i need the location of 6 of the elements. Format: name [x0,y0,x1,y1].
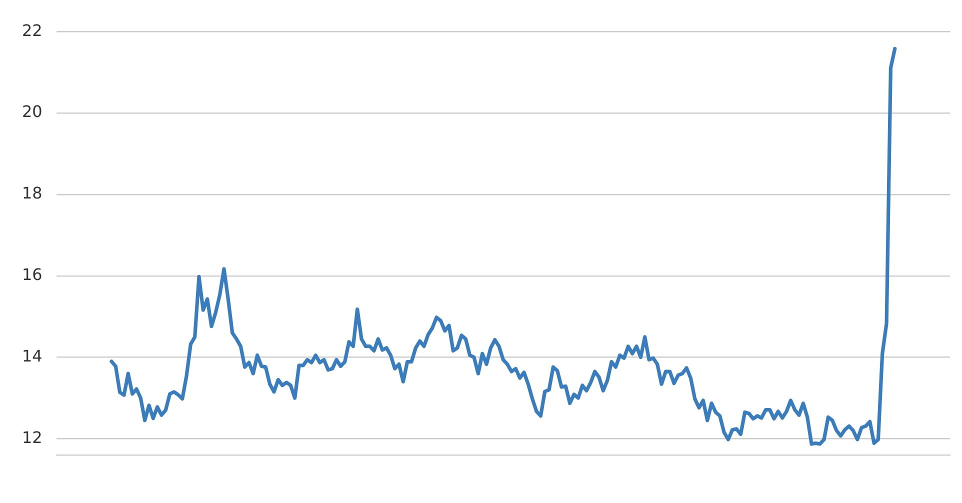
y-tick-label: 14 [22,346,42,366]
y-tick-label: 20 [22,102,42,122]
y-tick-label: 18 [22,184,42,203]
y-tick-label: 16 [22,265,42,284]
y-tick-label: 12 [22,428,42,447]
y-tick-label: 22 [22,20,42,40]
